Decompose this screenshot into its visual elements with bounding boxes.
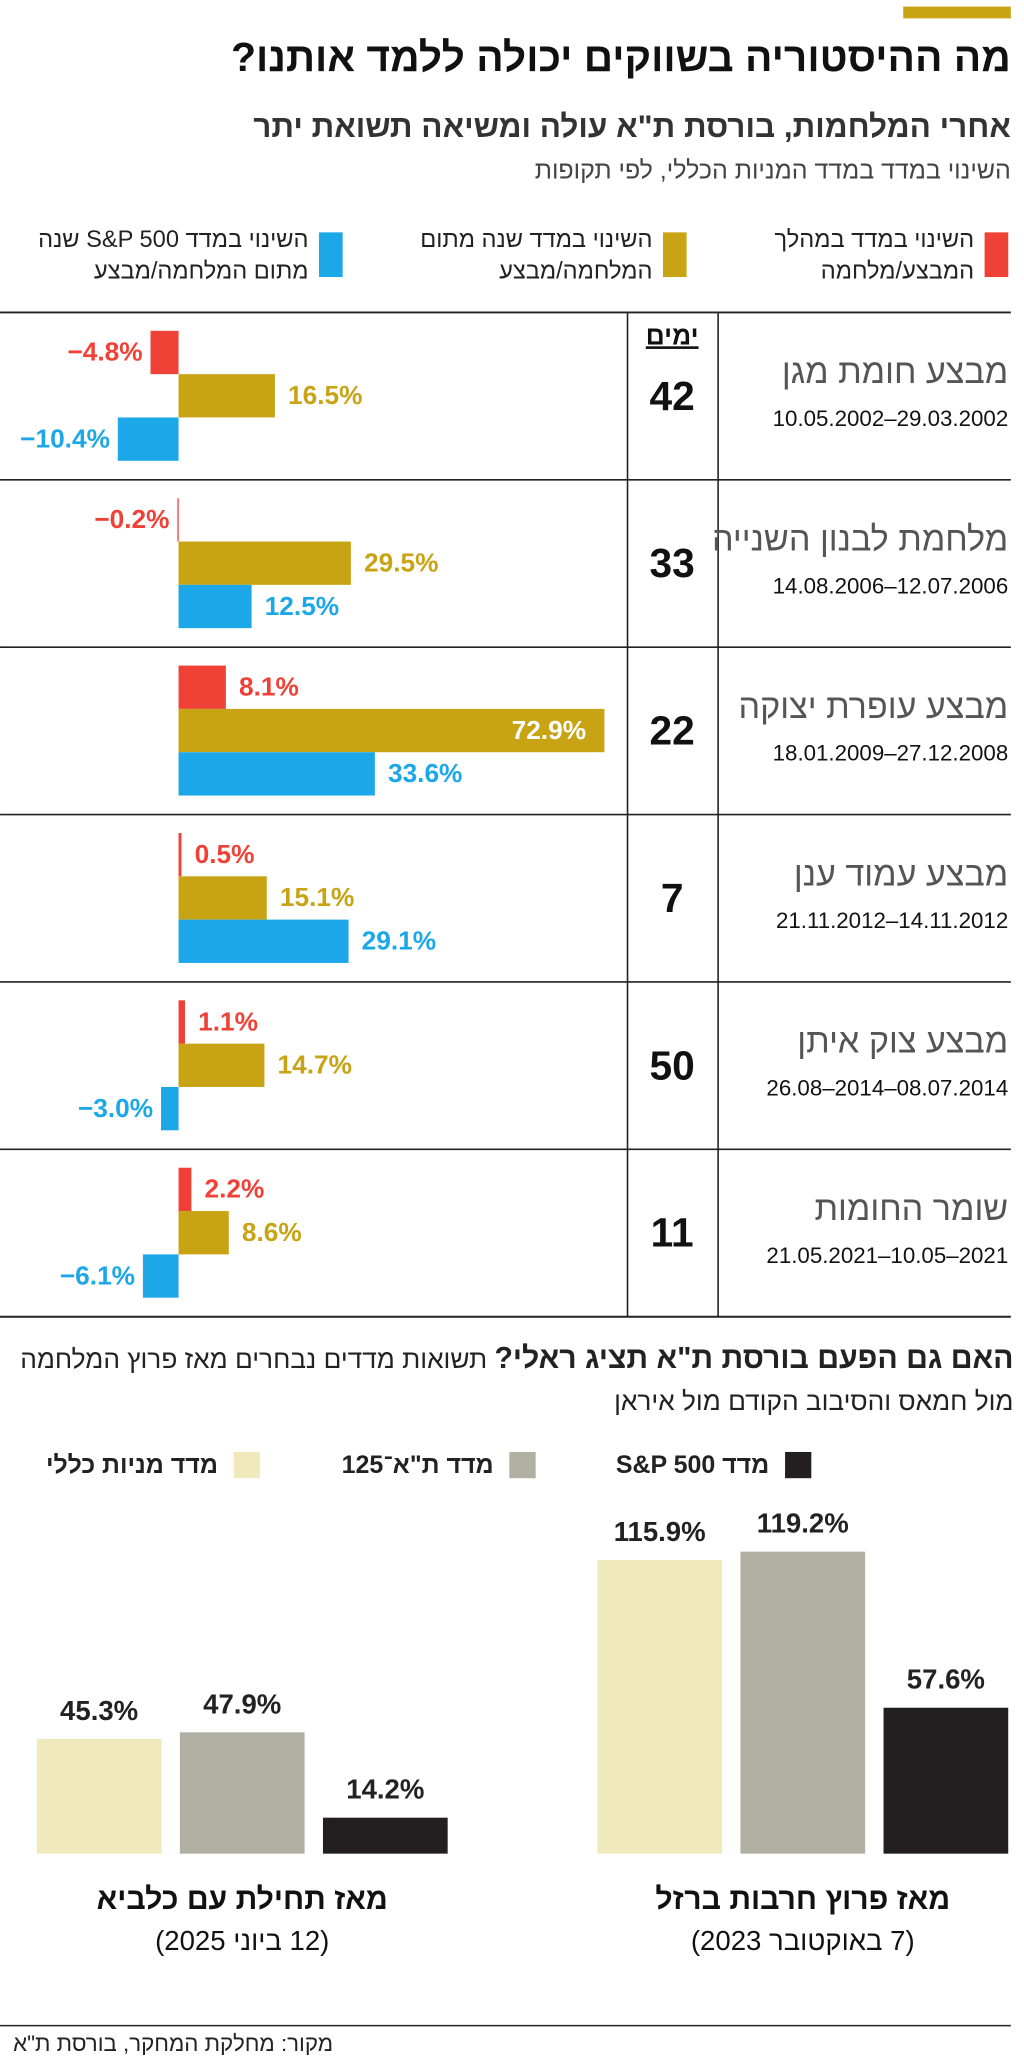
- value-label: 14.2%: [346, 1774, 424, 1805]
- legend-label: מדד S&P 500: [616, 1451, 769, 1479]
- row-days: 33: [650, 540, 695, 586]
- bar: [178, 752, 375, 796]
- category-label: מאז פרוץ חרבות ברזל: [655, 1883, 950, 1916]
- bar: [740, 1551, 866, 1854]
- bar: [177, 498, 179, 542]
- legend-swatch: [984, 232, 1009, 277]
- bar: [178, 832, 182, 877]
- accent-bar: [903, 6, 1011, 19]
- bar: [178, 708, 605, 753]
- legend-swatch: [662, 232, 687, 277]
- bar: [322, 1817, 448, 1854]
- legend-swatch: [233, 1451, 260, 1479]
- legend-swatch: [319, 232, 343, 277]
- bar: [178, 584, 252, 629]
- row-days: 11: [651, 1210, 694, 1256]
- value-label: 2.2%: [205, 1174, 265, 1204]
- bar: [597, 1560, 723, 1854]
- value-label: 47.9%: [203, 1688, 281, 1719]
- bar: [883, 1707, 1009, 1854]
- value-label: 115.9%: [614, 1516, 706, 1547]
- legend-label: מדד מניות כללי: [46, 1451, 218, 1479]
- row-dates: 21.11.2012–14.11.2012: [776, 908, 1008, 933]
- chart2-subtitle: תשואות מדדים נבחרים מאז פרוץ המלחמה מול …: [20, 1345, 1014, 1417]
- row-name: מלחמת לבנון השנייה: [712, 521, 1008, 559]
- legend-label-box: השינוי במדד S&P 500 שנה מתום המלחמה/מבצע: [38, 225, 309, 284]
- value-label: 72.9%: [512, 715, 586, 745]
- bar: [178, 1167, 192, 1212]
- value-label: 12.5%: [265, 591, 339, 621]
- value-label: 14.7%: [278, 1050, 352, 1080]
- days-header: ימים: [646, 320, 699, 350]
- row-dates: 21.05.2021–10.05–2021: [766, 1243, 1008, 1268]
- value-label: 29.1%: [362, 926, 436, 956]
- legend-label: השינוי במדד במהלך המבצע/מלחמה: [774, 225, 975, 284]
- row-name: מבצע חומת מגן: [782, 353, 1008, 391]
- value-label: 0.5%: [195, 839, 255, 869]
- value-label: 45.3%: [60, 1695, 138, 1726]
- row-dates: 14.08.2006–12.07.2006: [773, 573, 1009, 598]
- row-name: מבצע צוק איתן: [797, 1023, 1008, 1061]
- bar: [178, 541, 351, 585]
- row-name: שומר החומות: [814, 1190, 1008, 1228]
- bar: [178, 374, 275, 418]
- legend-label: מדד ת"א־125: [342, 1451, 494, 1479]
- value-label: 33.6%: [388, 758, 462, 788]
- row-days: 7: [661, 875, 684, 921]
- legend-label: השינוי במדד שנה מתום המלחמה/מבצע: [420, 225, 653, 284]
- legend-label-box: השינוי במדד שנה מתום המלחמה/מבצע: [420, 225, 653, 284]
- value-label: 15.1%: [280, 882, 354, 912]
- bar: [161, 1086, 179, 1131]
- legend-swatch: [785, 1451, 812, 1479]
- legend-label-box: השינוי במדד במהלך המבצע/מלחמה: [774, 225, 975, 284]
- value-label: 1.1%: [198, 1006, 258, 1036]
- value-label: −10.4%: [20, 423, 110, 453]
- row-dates: 10.05.2002–29.03.2002: [773, 406, 1009, 431]
- bar: [179, 1732, 305, 1854]
- row-days: 22: [650, 708, 695, 754]
- row-name: מבצע עופרת יצוקה: [739, 688, 1009, 726]
- page-title: מה ההיסטוריה בשווקים יכולה ללמד אותנו?: [231, 34, 1011, 80]
- category-subtitle: (12 ביוני 2025): [155, 1925, 329, 1956]
- bar: [142, 1254, 179, 1298]
- bar: [178, 1043, 265, 1087]
- value-label: −4.8%: [67, 337, 142, 367]
- value-label: 16.5%: [288, 380, 362, 410]
- chart2-heading: האם גם הפעם בורסת ת"א תציג ראלי? תשואות …: [0, 1336, 1013, 1423]
- page-subtitle: אחרי המלחמות, בורסת ת"א עולה ומשיאה תשוא…: [253, 108, 1011, 144]
- bar: [178, 1211, 229, 1255]
- bar: [178, 876, 267, 920]
- chart-title: השינוי במדד במדד המניות הכללי, לפי תקופו…: [535, 157, 1011, 185]
- bar: [178, 1000, 185, 1044]
- source: מקור: מחלקת המחקר, בורסת ת"א: [13, 2031, 333, 2056]
- value-label: −0.2%: [94, 504, 169, 534]
- bar: [117, 417, 179, 461]
- row-days: 50: [650, 1042, 695, 1088]
- bar: [178, 919, 349, 963]
- row-dates: 18.01.2009–27.12.2008: [773, 741, 1009, 766]
- bar: [178, 665, 226, 709]
- row-name: מבצע עמוד ענן: [794, 855, 1008, 893]
- bar: [150, 330, 179, 375]
- value-label: 119.2%: [757, 1508, 849, 1539]
- legend-swatch: [509, 1451, 536, 1479]
- bar: [36, 1738, 162, 1854]
- value-label: −3.0%: [78, 1093, 153, 1123]
- value-label: 29.5%: [364, 547, 438, 577]
- legend-label: השינוי במדד S&P 500 שנה מתום המלחמה/מבצע: [38, 225, 309, 284]
- value-label: −6.1%: [60, 1260, 135, 1290]
- row-days: 42: [650, 373, 695, 419]
- category-subtitle: (7 באוקטובר 2023): [691, 1925, 915, 1956]
- value-label: 57.6%: [907, 1664, 985, 1695]
- chart2-title: האם גם הפעם בורסת ת"א תציג ראלי?: [494, 1340, 1014, 1375]
- row-dates: 26.08–2014–08.07.2014: [766, 1076, 1008, 1101]
- chart2-heading-text: האם גם הפעם בורסת ת"א תציג ראלי? תשואות …: [0, 1336, 1013, 1423]
- category-label: מאז תחילת עם כלביא: [97, 1883, 388, 1916]
- value-label: 8.1%: [239, 671, 299, 701]
- value-label: 8.6%: [242, 1217, 302, 1247]
